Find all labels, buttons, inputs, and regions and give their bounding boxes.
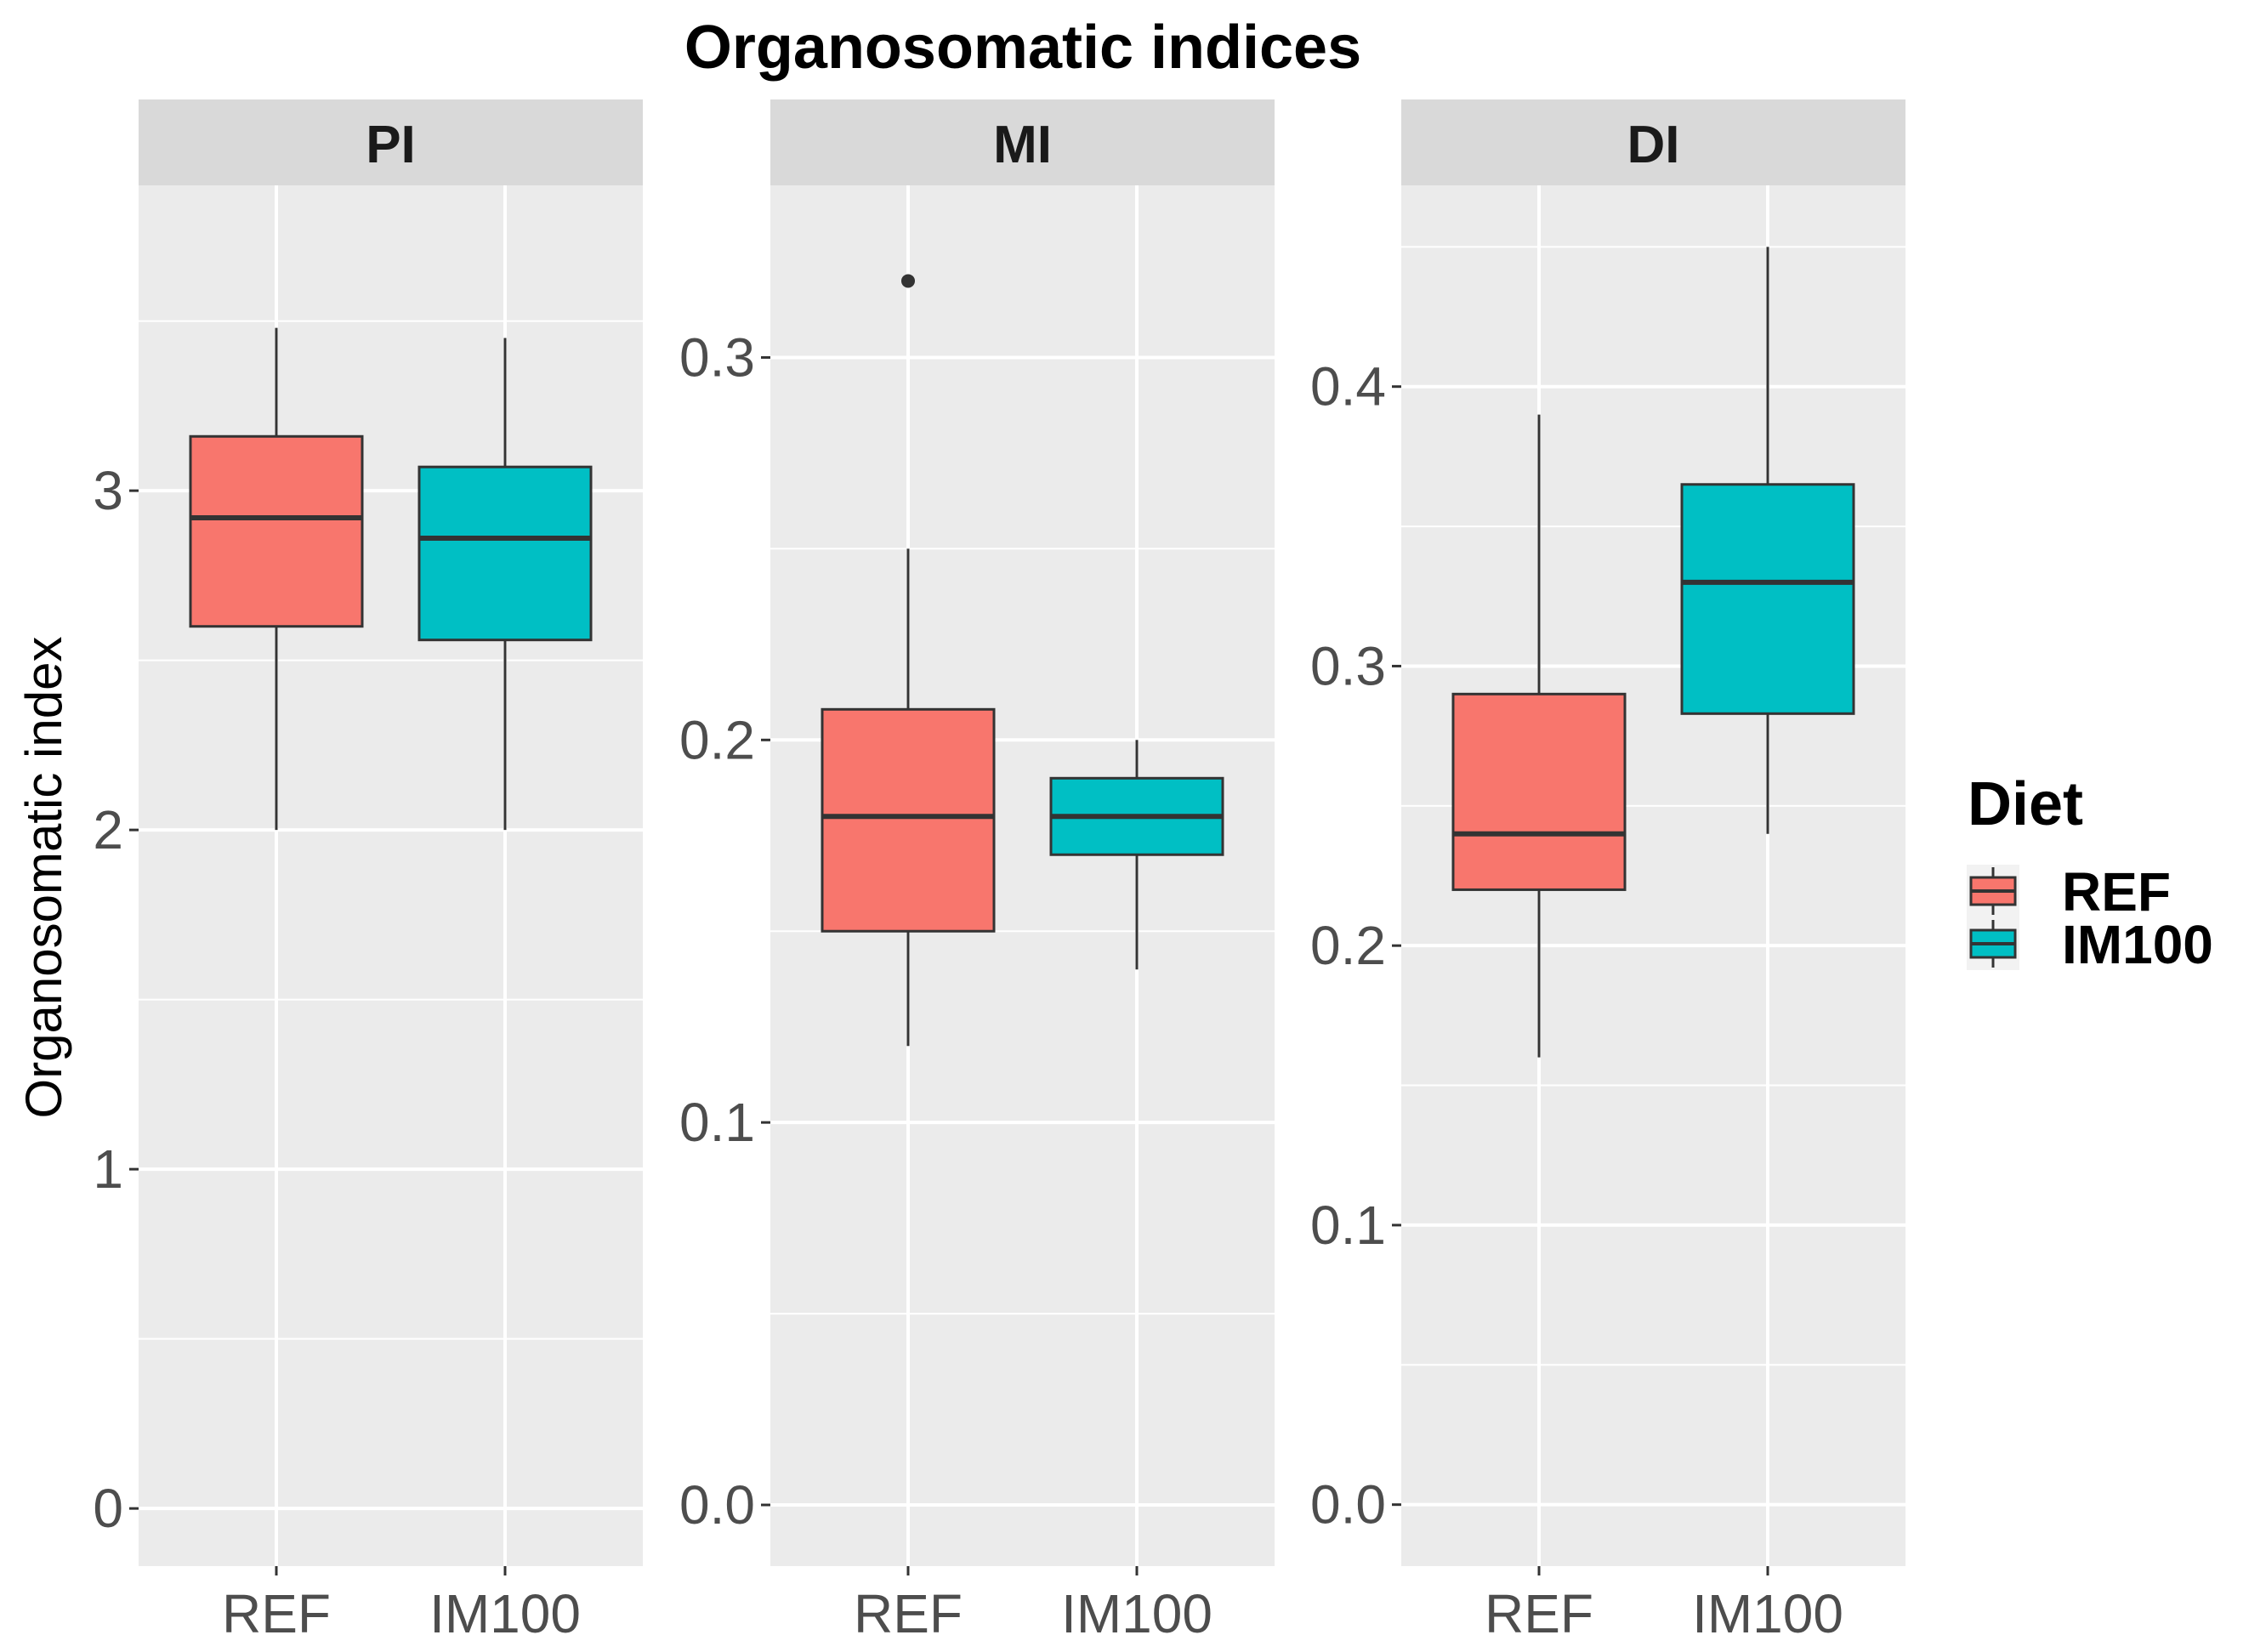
legend-entry-ref: REF [1967, 861, 2171, 923]
x-tick-label: REF [1485, 1583, 1593, 1644]
facet-panels: PI 0 1 2 3 REF IM100 MI 0.0 0.1 0.2 0.3 REF IM100 DI 0.… [93, 99, 1905, 1644]
box-body [1680, 483, 1855, 715]
y-tick-label: 0.1 [1310, 1195, 1386, 1256]
outlier-point [901, 274, 915, 288]
x-tick-label: IM100 [429, 1583, 581, 1644]
facet-strip-mi [770, 99, 1275, 185]
y-tick-label: 0.0 [679, 1474, 755, 1536]
y-axis-title: Organosomatic index [15, 637, 72, 1119]
y-tick-label: 0.1 [679, 1092, 755, 1153]
facet-label-mi: MI [993, 116, 1052, 174]
y-tick-label: 2 [93, 799, 123, 860]
y-tick-label: 1 [93, 1138, 123, 1200]
legend-label: REF [2062, 861, 2171, 923]
x-tick-label: REF [222, 1583, 331, 1644]
box-mi-im100 [1049, 740, 1224, 970]
y-tick-label: 3 [93, 460, 123, 521]
facet-strip-pi [139, 99, 643, 185]
facet-label-di: DI [1627, 116, 1680, 174]
y-tick-label: 0.2 [1310, 915, 1386, 976]
y-tick-label: 0 [93, 1478, 123, 1539]
box-pi-ref [189, 327, 364, 831]
box-pi-im100 [417, 338, 593, 831]
box-di-im100 [1680, 247, 1855, 834]
facet-label-pi: PI [366, 116, 416, 174]
y-tick-label: 0.3 [1310, 635, 1386, 696]
y-tick-label: 0.3 [679, 326, 755, 388]
facet-strip-di [1401, 99, 1905, 185]
facet-pi: PI 0 1 2 3 REF IM100 [93, 99, 643, 1644]
box-di-ref [1451, 414, 1627, 1058]
x-tick-label: IM100 [1692, 1583, 1843, 1644]
box-body [189, 434, 364, 628]
y-tick-label: 0.2 [679, 709, 755, 770]
box-body [417, 465, 593, 642]
legend-entry-im100: IM100 [1967, 914, 2213, 975]
panel-background-pi [139, 185, 643, 1566]
legend-label: IM100 [2062, 914, 2213, 975]
box-body [1451, 692, 1627, 891]
x-tick-label: REF [854, 1583, 963, 1644]
box-body [821, 707, 996, 933]
y-tick-label: 0.0 [1310, 1474, 1386, 1536]
facet-di: DI 0.0 0.1 0.2 0.3 0.4 REF IM100 [1310, 99, 1905, 1644]
facet-mi: MI 0.0 0.1 0.2 0.3 REF IM100 [679, 99, 1275, 1644]
box-mi-ref [821, 274, 996, 1047]
chart-title: Organosomatic indices [684, 14, 1361, 82]
y-tick-label: 0.4 [1310, 356, 1386, 417]
legend-title: Diet [1968, 770, 2083, 838]
x-tick-label: IM100 [1061, 1583, 1213, 1644]
